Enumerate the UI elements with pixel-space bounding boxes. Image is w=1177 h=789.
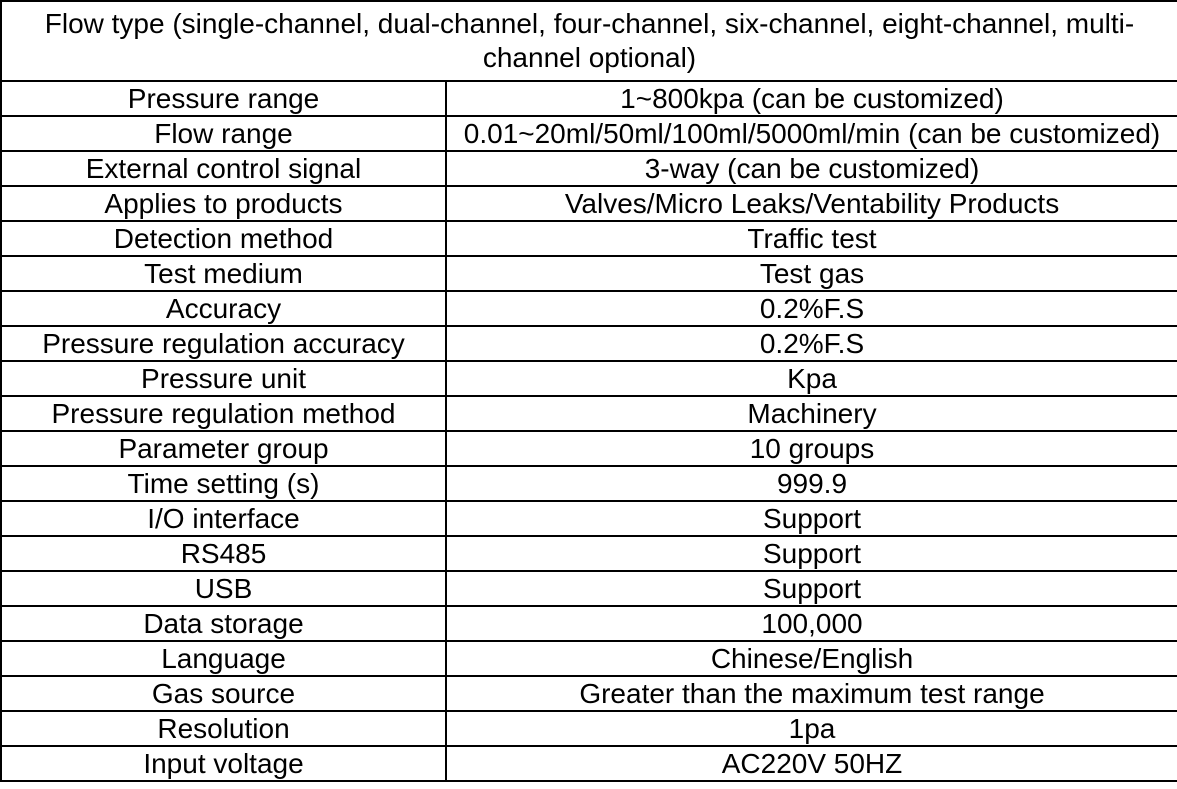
spec-value: 0.01~20ml/50ml/100ml/5000ml/min (can be … bbox=[445, 115, 1177, 152]
spec-value: 999.9 bbox=[445, 465, 1177, 502]
spec-value: 1pa bbox=[445, 710, 1177, 747]
table-row: Accuracy 0.2%F.S bbox=[0, 290, 1177, 327]
spec-label: Pressure unit bbox=[0, 360, 447, 397]
spec-value: Test gas bbox=[445, 255, 1177, 292]
spec-label: USB bbox=[0, 570, 447, 607]
spec-label: Data storage bbox=[0, 605, 447, 642]
table-row: Resolution 1pa bbox=[0, 710, 1177, 747]
spec-label: Gas source bbox=[0, 675, 447, 712]
spec-label: Detection method bbox=[0, 220, 447, 257]
spec-value: 3-way (can be customized) bbox=[445, 150, 1177, 187]
table-header-cell: Flow type (single-channel, dual-channel,… bbox=[0, 0, 1177, 82]
table-row: External control signal 3-way (can be cus… bbox=[0, 150, 1177, 187]
table-row: RS485 Support bbox=[0, 535, 1177, 572]
spec-value: Greater than the maximum test range bbox=[445, 675, 1177, 712]
spec-value: Machinery bbox=[445, 395, 1177, 432]
spec-value: 0.2%F.S bbox=[445, 325, 1177, 362]
table-row: Gas source Greater than the maximum test … bbox=[0, 675, 1177, 712]
table-row: Applies to products Valves/Micro Leaks/Ve… bbox=[0, 185, 1177, 222]
table-title: Flow type (single-channel, dual-channel,… bbox=[44, 8, 1135, 73]
spec-value: 1~800kpa (can be customized) bbox=[445, 80, 1177, 117]
spec-label: Pressure regulation method bbox=[0, 395, 447, 432]
spec-label: Flow range bbox=[0, 115, 447, 152]
spec-value: 0.2%F.S bbox=[445, 290, 1177, 327]
table-row: I/O interface Support bbox=[0, 500, 1177, 537]
spec-label: Language bbox=[0, 640, 447, 677]
table-row: Test medium Test gas bbox=[0, 255, 1177, 292]
spec-value: Traffic test bbox=[445, 220, 1177, 257]
spec-label: RS485 bbox=[0, 535, 447, 572]
table-row: Data storage 100,000 bbox=[0, 605, 1177, 642]
spec-label: Parameter group bbox=[0, 430, 447, 467]
table-row: Pressure regulation accuracy 0.2%F.S bbox=[0, 325, 1177, 362]
spec-label: Test medium bbox=[0, 255, 447, 292]
spec-label: Accuracy bbox=[0, 290, 447, 327]
spec-label: I/O interface bbox=[0, 500, 447, 537]
table-row: Pressure unit Kpa bbox=[0, 360, 1177, 397]
table-row: Flow range 0.01~20ml/50ml/100ml/5000ml/mi… bbox=[0, 115, 1177, 152]
table-row: USB Support bbox=[0, 570, 1177, 607]
table-row: Input voltage AC220V 50HZ bbox=[0, 745, 1177, 782]
spec-table-body: Pressure range 1~800kpa (can be customize… bbox=[0, 80, 1177, 782]
table-row: Detection method Traffic test bbox=[0, 220, 1177, 257]
spec-value: 10 groups bbox=[445, 430, 1177, 467]
table-row: Language Chinese/English bbox=[0, 640, 1177, 677]
spec-value: Chinese/English bbox=[445, 640, 1177, 677]
spec-value: 100,000 bbox=[445, 605, 1177, 642]
spec-value: Valves/Micro Leaks/Ventability Products bbox=[445, 185, 1177, 222]
table-header-row: Flow type (single-channel, dual-channel,… bbox=[0, 0, 1177, 82]
spec-value: Support bbox=[445, 570, 1177, 607]
spec-label: Resolution bbox=[0, 710, 447, 747]
spec-label: Input voltage bbox=[0, 745, 447, 782]
spec-value: Kpa bbox=[445, 360, 1177, 397]
spec-label: Applies to products bbox=[0, 185, 447, 222]
spec-label: Time setting (s) bbox=[0, 465, 447, 502]
spec-label: Pressure range bbox=[0, 80, 447, 117]
spec-label: Pressure regulation accuracy bbox=[0, 325, 447, 362]
spec-value: Support bbox=[445, 500, 1177, 537]
table-row: Time setting (s) 999.9 bbox=[0, 465, 1177, 502]
table-row: Pressure regulation method Machinery bbox=[0, 395, 1177, 432]
table-row: Pressure range 1~800kpa (can be customize… bbox=[0, 80, 1177, 117]
spec-value: Support bbox=[445, 535, 1177, 572]
spec-label: External control signal bbox=[0, 150, 447, 187]
spec-value: AC220V 50HZ bbox=[445, 745, 1177, 782]
table-row: Parameter group 10 groups bbox=[0, 430, 1177, 467]
